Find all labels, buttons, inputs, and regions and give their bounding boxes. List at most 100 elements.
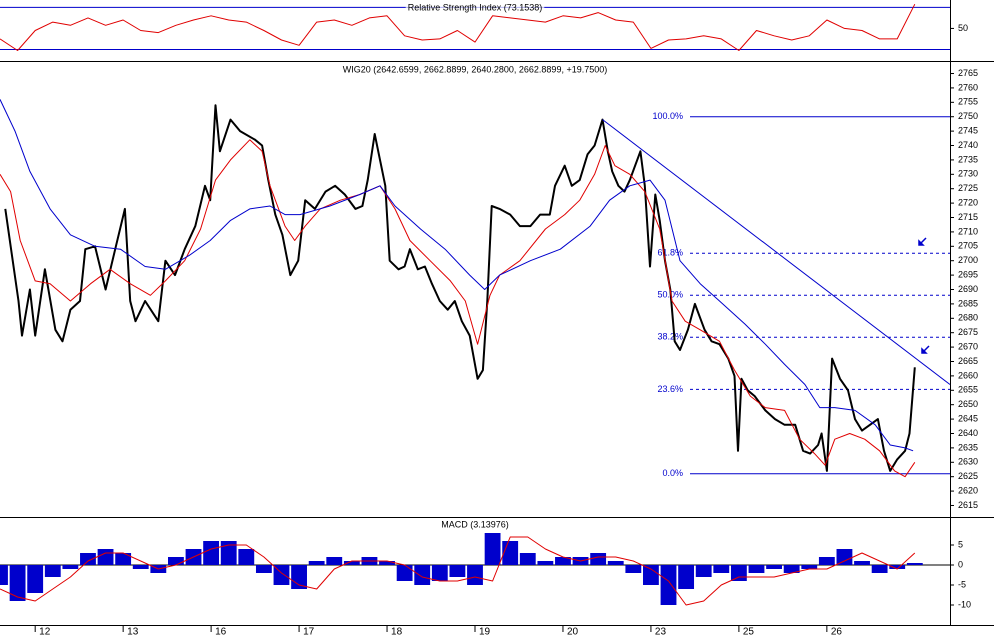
macd-bar — [889, 565, 906, 569]
macd-bar — [906, 563, 923, 565]
arrows — [918, 237, 930, 354]
y-tick-label: 2745 — [958, 125, 978, 135]
arrow-icon — [921, 345, 930, 354]
trend-line — [602, 119, 951, 385]
macd-bar — [449, 565, 466, 577]
macd-bar — [343, 561, 360, 565]
y-tick-label: 2620 — [958, 485, 978, 495]
fib-label: 61.8% — [657, 248, 683, 258]
x-tick-label: 13 — [127, 627, 139, 638]
macd-bar — [678, 565, 695, 589]
indicator-line — [0, 139, 916, 478]
macd-bar — [730, 565, 747, 581]
indicator-line — [0, 99, 914, 452]
y-tick-label: 2715 — [958, 212, 978, 222]
x-tick-label: 20 — [567, 627, 579, 638]
x-tick-label: 19 — [479, 627, 491, 638]
fib-label: 38.2% — [657, 332, 683, 342]
macd-bar — [291, 565, 307, 589]
macd-bar — [379, 561, 395, 565]
macd-bar — [766, 565, 782, 569]
macd-bar — [132, 565, 149, 569]
macd-bar — [748, 565, 765, 573]
macd-bar — [0, 565, 8, 585]
indicator-line — [0, 536, 916, 606]
macd-bar — [9, 565, 26, 601]
title-background — [439, 519, 511, 530]
y-tick-label: 2655 — [958, 385, 978, 395]
y-tick-label: 2720 — [958, 197, 978, 207]
macd-bar — [818, 557, 835, 565]
y-tick-label: 2700 — [958, 255, 978, 265]
indicator-line — [0, 3, 916, 51]
x-tick-label: 26 — [831, 627, 843, 638]
panel-title: Relative Strength Index (73.1538) — [408, 2, 543, 12]
macd-bar — [44, 565, 61, 577]
y-tick-label: 2680 — [958, 313, 978, 323]
y-tick-label: 2665 — [958, 356, 978, 366]
macd-bar — [326, 557, 343, 565]
macd-bar — [537, 561, 554, 565]
x-tick-label: 18 — [391, 627, 403, 638]
y-tick-label: 2640 — [958, 428, 978, 438]
x-tick-label: 17 — [303, 627, 315, 638]
macd-bar — [168, 557, 184, 565]
y-tick-label: 2765 — [958, 68, 978, 78]
y-tick-label: 2710 — [958, 226, 978, 236]
macd-bar — [115, 553, 132, 565]
macd-bar — [836, 549, 853, 565]
macd-bar — [203, 541, 220, 565]
panel-title: WIG20 (2642.6599, 2662.8899, 2640.2800, … — [343, 64, 607, 74]
title-background — [405, 2, 545, 13]
macd-bar — [80, 553, 96, 565]
y-tick-label: -10 — [958, 599, 971, 609]
macd-bar — [590, 553, 607, 565]
macd-bar — [396, 565, 413, 581]
macd-bar — [625, 565, 642, 573]
macd-bar — [695, 565, 712, 577]
y-tick-label: 2750 — [958, 111, 978, 121]
macd-bar — [484, 533, 501, 565]
y-tick-label: 2685 — [958, 298, 978, 308]
y-tick-label: 2650 — [958, 399, 978, 409]
macd-bar — [713, 565, 730, 573]
x-tick-label: 12 — [39, 627, 51, 638]
y-tick-label: 0 — [958, 559, 963, 569]
macd-bar — [467, 565, 483, 585]
price-line — [4, 104, 916, 472]
y-tick-label: 2645 — [958, 413, 978, 423]
macd-bar — [643, 565, 659, 585]
y-tick-label: 2695 — [958, 269, 978, 279]
y-tick-label: 2755 — [958, 97, 978, 107]
y-tick-label: 2760 — [958, 82, 978, 92]
macd-bar — [27, 565, 44, 593]
y-tick-label: 2725 — [958, 183, 978, 193]
y-tick-label: 2705 — [958, 241, 978, 251]
macd-bar — [255, 565, 272, 573]
panel-title: MACD (3.13976) — [441, 519, 509, 529]
y-tick-label: 2625 — [958, 471, 978, 481]
y-tick-label: 2740 — [958, 140, 978, 150]
fib-label: 23.6% — [657, 384, 683, 394]
y-tick-label: 2675 — [958, 327, 978, 337]
macd-bar — [519, 553, 536, 565]
macd-bar — [238, 549, 255, 565]
y-tick-label: 50 — [958, 23, 968, 33]
x-tick-label: 25 — [743, 627, 755, 638]
macd-bar — [607, 561, 624, 565]
y-tick-label: 2630 — [958, 457, 978, 467]
macd-bar — [783, 565, 800, 573]
x-tick-label: 23 — [655, 627, 667, 638]
macd-bar — [308, 561, 325, 565]
y-tick-label: 2735 — [958, 154, 978, 164]
macd-bar — [854, 561, 870, 565]
macd-bar — [555, 557, 571, 565]
macd-bar — [871, 565, 888, 573]
fib-label: 0.0% — [662, 468, 683, 478]
macd-bar — [220, 541, 237, 565]
y-tick-label: -5 — [958, 579, 966, 589]
y-tick-label: 2670 — [958, 341, 978, 351]
